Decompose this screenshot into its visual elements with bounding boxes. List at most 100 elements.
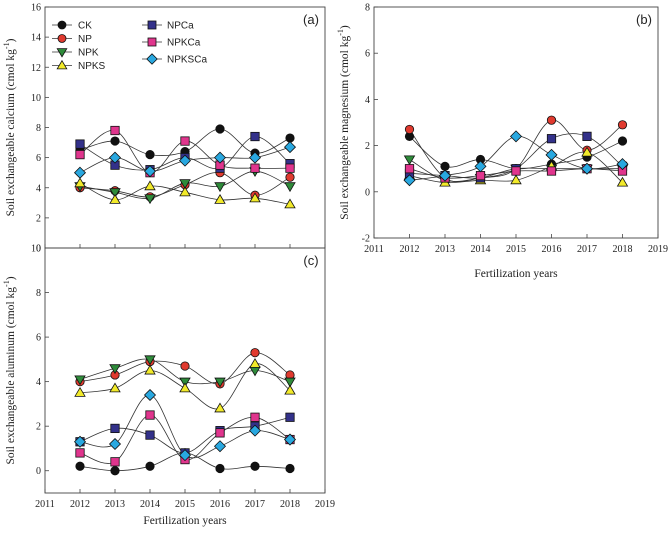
data-point: [178, 449, 192, 462]
y-axis-title-tail: ): [5, 38, 17, 42]
data-point: [110, 136, 120, 146]
data-point: [75, 448, 85, 458]
data-point: [250, 412, 260, 422]
data-point: [545, 148, 558, 161]
data-point: [546, 134, 557, 144]
x-tick-label: 2014: [140, 499, 160, 510]
y-tick-label: 10: [31, 244, 41, 255]
data-point: [284, 198, 296, 209]
x-axis-title: Fertilization years: [474, 268, 558, 280]
legend-item-npca: NPCa: [142, 21, 194, 32]
series-markers-npksca: [73, 141, 297, 179]
data-point: [109, 193, 121, 204]
y-tick-label: 0: [365, 187, 370, 198]
x-tick-label: 2018: [280, 499, 300, 510]
data-point: [284, 377, 296, 388]
legend-swatch: [147, 20, 157, 30]
data-point: [511, 166, 521, 176]
legend-label: CK: [78, 21, 92, 32]
legend-label: NPKSCa: [167, 55, 207, 66]
data-point: [284, 182, 296, 193]
y-tick-label: 6: [365, 49, 370, 60]
panel-label: (a): [303, 12, 319, 27]
y-tick-label: 10: [31, 93, 41, 104]
y-tick-label: 0: [36, 466, 41, 477]
data-point: [145, 430, 155, 440]
y-axis-title-superscript: -1: [336, 29, 345, 36]
legend-swatch: [57, 20, 67, 30]
x-tick-label: 2013: [435, 244, 455, 255]
x-tick-label: 2016: [542, 244, 562, 255]
x-tick-label: 2017: [245, 499, 265, 510]
legend-swatch: [56, 59, 68, 70]
y-tick-label: 8: [36, 288, 41, 299]
data-point: [510, 174, 522, 185]
y-tick-label: 4: [36, 377, 41, 388]
data-point: [283, 141, 297, 154]
chart-panel-a: 0 2 4 6 8 10 12 14 16 Soil exchangeable calcium (…: [2, 3, 326, 255]
data-point: [109, 382, 121, 393]
data-point: [75, 461, 85, 471]
y-axis-title: Soil exchangeable magnesium (cmol kg-1): [336, 25, 351, 220]
legend-swatch: [147, 37, 157, 47]
x-tick-label: 2015: [506, 244, 526, 255]
data-point: [546, 166, 557, 176]
data-point: [249, 192, 261, 203]
y-tick-label: 4: [36, 183, 41, 194]
data-point: [403, 155, 416, 166]
legend-item-ck: CK: [52, 21, 92, 32]
x-tick-label: 2012: [70, 499, 90, 510]
data-point: [179, 382, 191, 393]
data-point: [214, 193, 226, 204]
x-tick-label: 2011: [35, 499, 55, 510]
data-point: [285, 172, 295, 182]
data-point: [180, 361, 190, 371]
data-point: [75, 139, 85, 149]
data-point: [581, 146, 593, 157]
x-tick-label: 2012: [400, 244, 420, 255]
y-tick-label: 6: [36, 333, 41, 344]
y-tick-label: 2: [36, 213, 41, 224]
data-point: [108, 437, 122, 451]
data-point: [616, 158, 629, 171]
data-point: [250, 163, 260, 173]
data-point: [250, 348, 260, 358]
x-tick-label: 2019: [648, 244, 668, 255]
data-point: [403, 174, 416, 187]
y-axis-title: Soil exchangeable calcium (cmol kg-1): [2, 38, 17, 216]
y-axis-title-superscript: -1: [2, 280, 11, 287]
data-point: [178, 154, 192, 167]
data-point: [74, 386, 86, 397]
series-markers-npksca: [73, 388, 297, 462]
data-point: [582, 131, 592, 141]
data-point: [214, 377, 226, 388]
chart-panel-c: 0 2 4 6 8 10 2011 2012 2013 2014 2015 2016 2017 2018 2…: [2, 244, 335, 528]
data-point: [144, 364, 156, 375]
legend: CK NP NPK NPKS NPCa NPKCa NPKSCa: [52, 21, 207, 72]
data-point: [144, 180, 156, 191]
y-tick-label: 8: [36, 123, 41, 134]
y-tick-label: -2: [362, 234, 370, 245]
data-point: [179, 179, 191, 190]
series-markers-npk: [74, 355, 296, 388]
data-point: [74, 177, 86, 188]
x-tick-label: 2011: [364, 244, 384, 255]
legend-label: NPKS: [78, 61, 106, 72]
legend-label: NPCa: [167, 21, 194, 32]
legend-item-npk: NPK: [52, 48, 99, 59]
series-markers-npks: [74, 357, 296, 413]
series-markers-npksca: [403, 130, 629, 187]
data-point: [214, 182, 226, 193]
data-point: [440, 161, 450, 171]
legend-swatch: [56, 48, 68, 58]
data-point: [110, 423, 120, 434]
data-point: [74, 375, 86, 386]
legend-item-npksca: NPKSCa: [142, 53, 207, 66]
data-point: [285, 163, 295, 173]
x-tick-label: 2015: [175, 499, 195, 510]
y-tick-label: 8: [365, 3, 370, 14]
y-tick-label: 0: [36, 244, 41, 255]
data-point: [617, 136, 628, 146]
